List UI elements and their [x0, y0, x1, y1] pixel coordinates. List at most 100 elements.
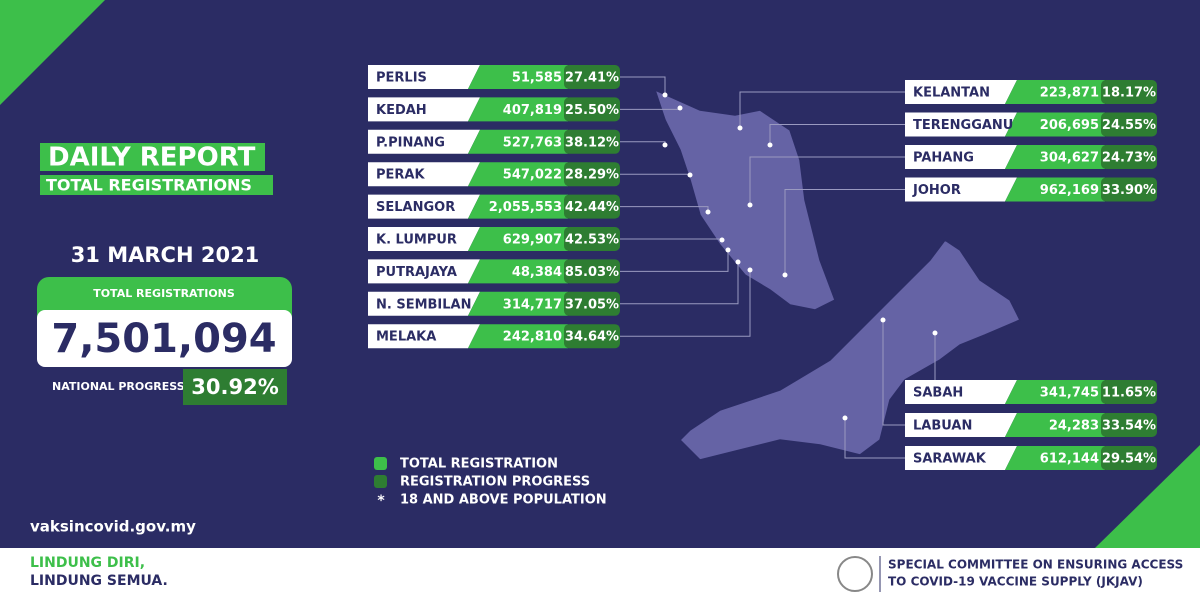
map-dot	[880, 317, 886, 323]
total-value: 7,501,094	[51, 316, 276, 362]
state-name: PERAK	[376, 168, 425, 183]
leader-line	[620, 76, 666, 95]
legend-swatch	[374, 475, 387, 488]
count-box	[468, 227, 568, 251]
state-count: 2,055,553	[489, 200, 562, 215]
progress-box	[564, 291, 620, 316]
progress-box	[564, 227, 620, 251]
count-box	[468, 97, 568, 122]
count-box	[1005, 112, 1105, 137]
state-count: 48,384	[512, 265, 562, 280]
leader-line	[882, 320, 905, 426]
total-label: TOTAL REGISTRATIONS	[93, 287, 235, 300]
state-name: N. SEMBILAN	[376, 297, 472, 312]
state-count: 612,144	[1040, 452, 1099, 467]
state-count: 962,169	[1040, 183, 1099, 198]
leader-line	[749, 156, 905, 205]
map-dot	[687, 172, 693, 178]
map-dot	[662, 92, 668, 98]
map-dot	[767, 142, 773, 148]
count-box	[1005, 177, 1105, 202]
state-progress: 27.41%	[565, 71, 619, 86]
progress-box	[564, 129, 620, 154]
state-progress: 11.65%	[1102, 386, 1156, 401]
state-name: PAHANG	[913, 151, 974, 166]
leader-line	[844, 418, 905, 459]
map-dot	[747, 202, 753, 208]
state-progress: 25.50%	[565, 103, 619, 118]
state-progress: 29.54%	[1102, 452, 1156, 467]
state-name: LABUAN	[913, 419, 972, 434]
legend-label: REGISTRATION PROGRESS	[400, 475, 590, 490]
name-box	[368, 65, 480, 89]
state-count: 629,907	[503, 233, 562, 248]
count-box	[1005, 380, 1105, 404]
state-name: TERENGGANU	[913, 118, 1013, 133]
leader-line	[620, 250, 729, 272]
state-progress: 85.03%	[565, 265, 619, 280]
state-count: 304,627	[1040, 151, 1099, 166]
title-box	[40, 143, 265, 171]
map-dot	[719, 237, 725, 243]
count-box	[468, 162, 568, 187]
state-count: 547,022	[503, 168, 562, 183]
state-count: 24,283	[1049, 419, 1099, 434]
legend-label: 18 AND ABOVE POPULATION	[400, 493, 607, 508]
state-count: 407,819	[503, 103, 562, 118]
state-progress: 42.53%	[565, 233, 619, 248]
progress-box	[1101, 80, 1157, 104]
committee: SPECIAL COMMITTEE ON ENSURING ACCESS	[888, 558, 1183, 572]
progress-box	[564, 324, 620, 349]
name-box	[368, 129, 480, 154]
name-box	[368, 97, 480, 122]
state-progress: 37.05%	[565, 297, 619, 312]
name-box	[368, 324, 480, 349]
state-name: P.PINANG	[376, 135, 445, 150]
date: 31 MARCH 2021	[71, 243, 260, 267]
name-box	[905, 413, 1017, 437]
count-box	[468, 65, 568, 89]
committee: TO COVID-19 VACCINE SUPPLY (JKJAV)	[888, 575, 1143, 589]
name-box	[368, 194, 480, 219]
name-box	[368, 291, 480, 316]
count-box	[1005, 145, 1105, 169]
count-box	[468, 194, 568, 219]
map-dot	[725, 247, 731, 253]
state-count: 242,810	[503, 330, 562, 345]
corner	[1095, 445, 1200, 548]
map-dot	[782, 272, 788, 278]
state-progress: 34.64%	[565, 330, 619, 345]
state-count: 223,871	[1040, 86, 1099, 101]
state-progress: 18.17%	[1102, 86, 1156, 101]
count-box	[468, 324, 568, 349]
progress-box	[564, 194, 620, 219]
map-dot	[842, 415, 848, 421]
state-name: KELANTAN	[913, 86, 990, 101]
state-name: K. LUMPUR	[376, 233, 457, 248]
state-progress: 42.44%	[565, 200, 619, 215]
progress-box	[564, 162, 620, 187]
progress-box	[183, 369, 287, 405]
map-dot	[735, 259, 741, 265]
progress-box	[1101, 112, 1157, 137]
subtitle: TOTAL REGISTRATIONS	[46, 176, 252, 195]
map-dot	[932, 330, 938, 336]
name-box	[905, 380, 1017, 404]
state-progress: 38.12%	[565, 135, 619, 150]
progress-box	[1101, 446, 1157, 470]
progress-box	[1101, 145, 1157, 169]
count-box	[468, 291, 568, 316]
map-dot	[662, 142, 668, 148]
state-progress: 28.29%	[565, 168, 619, 183]
website[interactable]: vaksincovid.gov.my	[30, 518, 196, 536]
state-progress: 33.90%	[1102, 183, 1156, 198]
leader-line	[784, 189, 905, 275]
state-name: KEDAH	[376, 103, 427, 118]
name-box	[368, 162, 480, 187]
state-progress: 33.54%	[1102, 419, 1156, 434]
map-dot	[737, 125, 743, 131]
state-name: SELANGOR	[376, 200, 455, 215]
map-dot	[705, 209, 711, 215]
name-box	[905, 177, 1017, 202]
progress-box	[1101, 413, 1157, 437]
